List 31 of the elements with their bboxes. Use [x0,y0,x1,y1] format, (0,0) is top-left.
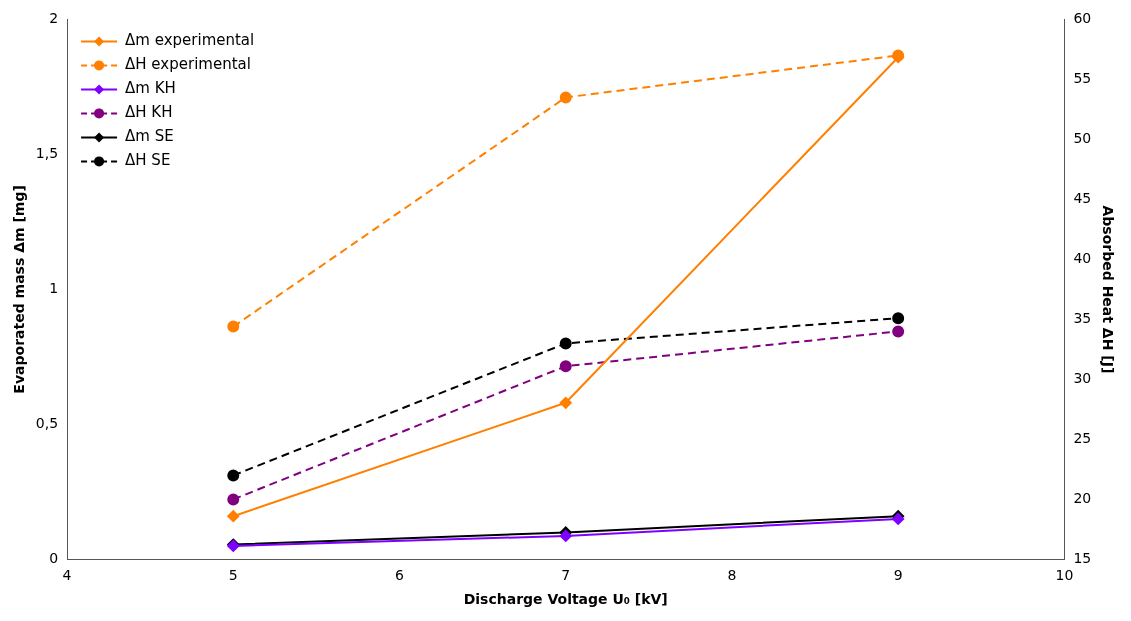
y-tick-label: 0 [49,550,59,567]
y2-tick-label: 55 [1073,70,1092,87]
y2-tick-label: 20 [1073,490,1092,507]
y-tick-label: 1 [49,280,59,297]
y-tick-label: 0,5 [35,415,59,432]
y2-tick-label: 35 [1073,310,1092,327]
x-tick-label: 4 [62,567,72,584]
y2-tick-label: 40 [1073,250,1092,267]
y2-tick-label: 60 [1073,10,1092,27]
legend-label: Δm experimental [125,31,255,50]
legend-label: ΔH experimental [125,55,251,74]
x-tick-label: 9 [893,567,903,584]
legend-label: ΔH SE [125,151,171,170]
legend-label: Δm KH [125,79,176,98]
x-tick-label: 7 [561,567,571,584]
x-tick-label: 6 [395,567,405,584]
y2-tick-label: 15 [1073,550,1092,567]
y-axis-title: Evaporated mass Δm [mg] [11,185,28,394]
legend-label: ΔH KH [125,103,173,122]
y2-axis-title: Absorbed Heat ΔH [J] [1099,205,1116,374]
y2-tick-label: 25 [1073,430,1092,447]
y-tick-label: 2 [49,10,59,27]
x-tick-label: 8 [727,567,737,584]
x-tick-label: 10 [1055,567,1074,584]
y2-tick-label: 50 [1073,130,1092,147]
y-tick-label: 1,5 [35,145,59,162]
x-tick-label: 5 [228,567,238,584]
x-axis-title: Discharge Voltage U₀ [kV] [463,591,668,608]
y2-tick-label: 30 [1073,370,1092,387]
legend-label: Δm SE [125,127,174,146]
y2-tick-label: 45 [1073,190,1092,207]
